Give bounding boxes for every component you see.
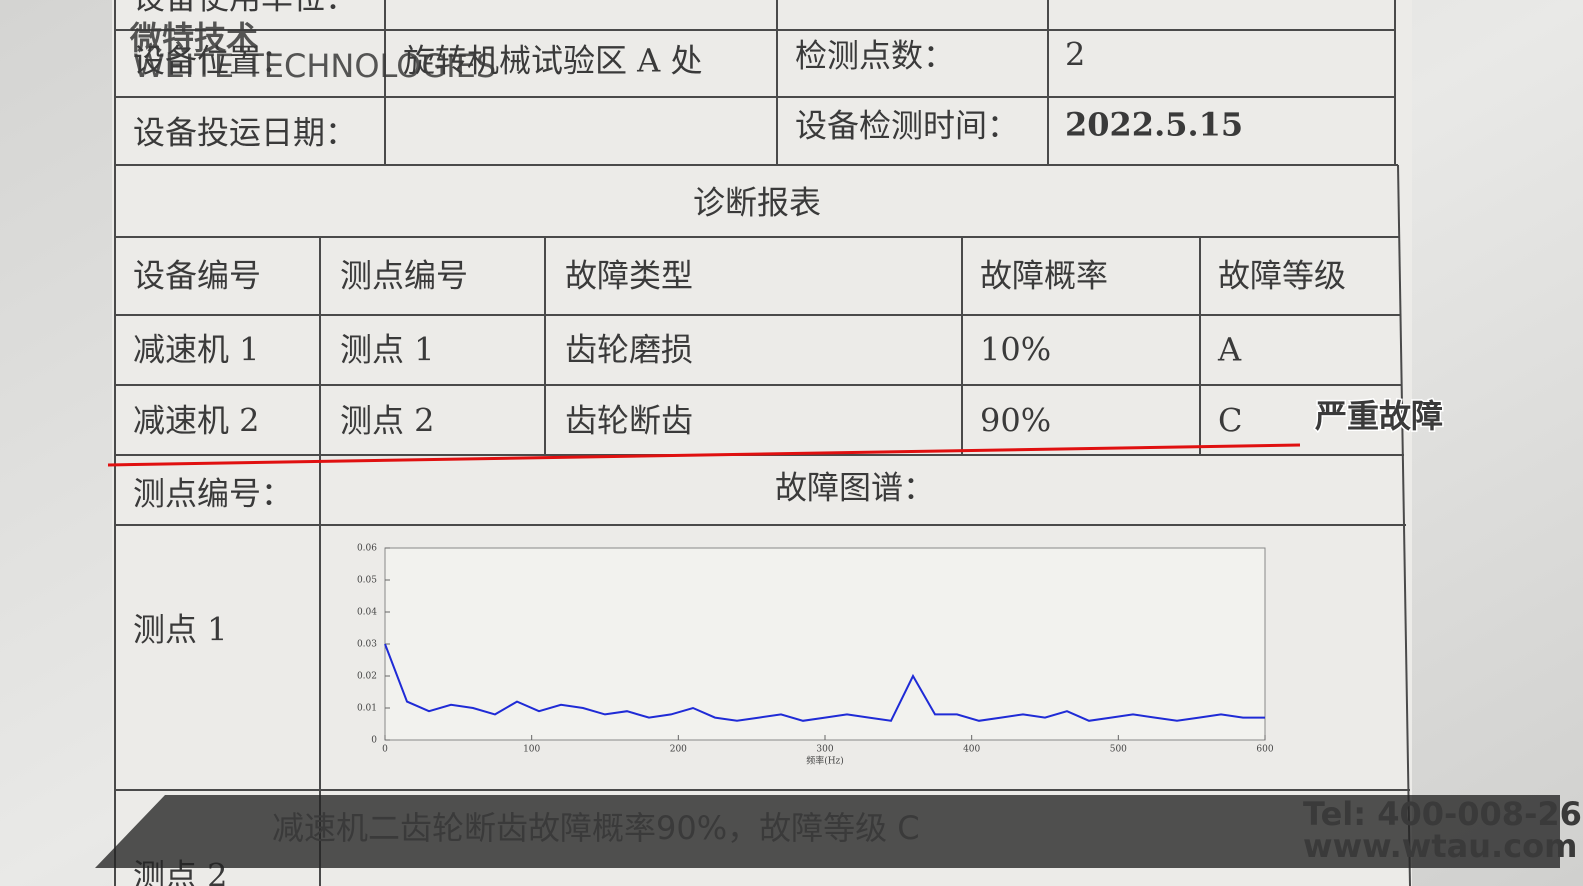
x-tick-label: 500 — [1110, 745, 1127, 755]
contact-web: www.wtau.com — [1303, 827, 1577, 865]
table-cell: 90% — [980, 402, 1051, 440]
info-label: 设备检测时间： — [795, 107, 1019, 145]
table-cell: 齿轮磨损 — [565, 331, 693, 369]
x-tick-label: 0 — [382, 745, 388, 755]
section-header: 故障图谱： — [775, 469, 935, 507]
header-cell: 故障概率 — [980, 257, 1108, 295]
y-tick-label: 0.01 — [357, 704, 377, 714]
x-tick-label: 300 — [816, 745, 833, 755]
header-cell: 故障等级 — [1218, 257, 1346, 295]
header-cell: 测点编号 — [340, 257, 468, 295]
x-tick-label: 200 — [670, 745, 687, 755]
table-cell: 测点 2 — [340, 402, 435, 440]
table-cell: 减速机 1 — [133, 331, 260, 369]
section-header: 测点编号： — [133, 475, 293, 513]
header-cell: 故障类型 — [565, 257, 693, 295]
info-label: 设备位置： — [133, 42, 293, 80]
y-tick-label: 0 — [371, 736, 377, 746]
plot-area — [384, 547, 1266, 741]
table-cell: 减速机 2 — [133, 402, 260, 440]
x-axis-label: 频率(Hz) — [806, 755, 844, 767]
annotation: 严重故障 — [1315, 397, 1443, 435]
info-value: 2 — [1065, 36, 1085, 74]
info-value: 旋转机械试验区 A 处 — [403, 42, 702, 80]
table-cell: 测点 1 — [340, 331, 435, 369]
info-label: 检测点数： — [795, 37, 955, 75]
table-cell: 齿轮断齿 — [565, 402, 693, 440]
point-label: 测点 1 — [133, 611, 228, 649]
highlight-line — [107, 443, 1301, 467]
logo: 微特技术 — [129, 19, 258, 57]
report-title: 诊断报表 — [693, 184, 821, 222]
x-tick-label: 600 — [1256, 745, 1273, 755]
header-cell: 设备编号 — [133, 257, 261, 295]
caption: 减速机二齿轮断齿故障概率90%，故障等级 C — [272, 809, 920, 847]
x-tick-label: 400 — [963, 745, 980, 755]
y-tick-label: 0.06 — [357, 544, 377, 554]
spectrum-line — [384, 643, 1265, 722]
spectrum-chart: 0 0.01 0.02 0.03 0.04 0.05 0.06 0 100 200 300 400 50… — [357, 544, 1274, 767]
table-cell: 10% — [980, 331, 1051, 369]
info-value: 2022.5.15 — [1065, 106, 1243, 144]
logo-sub: WEITE TECHNOLOGIES — [133, 47, 496, 85]
table-cell: C — [1218, 402, 1242, 440]
y-tick-label: 0.04 — [357, 608, 377, 618]
cut-label: 设备使用单位： — [133, 0, 357, 17]
x-tick-label: 100 — [523, 745, 540, 755]
y-tick-label: 0.05 — [357, 576, 377, 586]
info-label: 设备投运日期： — [133, 114, 357, 152]
y-tick-label: 0.02 — [357, 672, 377, 682]
y-tick-label: 0.03 — [357, 640, 377, 650]
contact-tel: Tel: 400-008-2600 — [1303, 795, 1583, 833]
caption-bar — [95, 795, 1560, 868]
table-cell: A — [1217, 331, 1242, 369]
